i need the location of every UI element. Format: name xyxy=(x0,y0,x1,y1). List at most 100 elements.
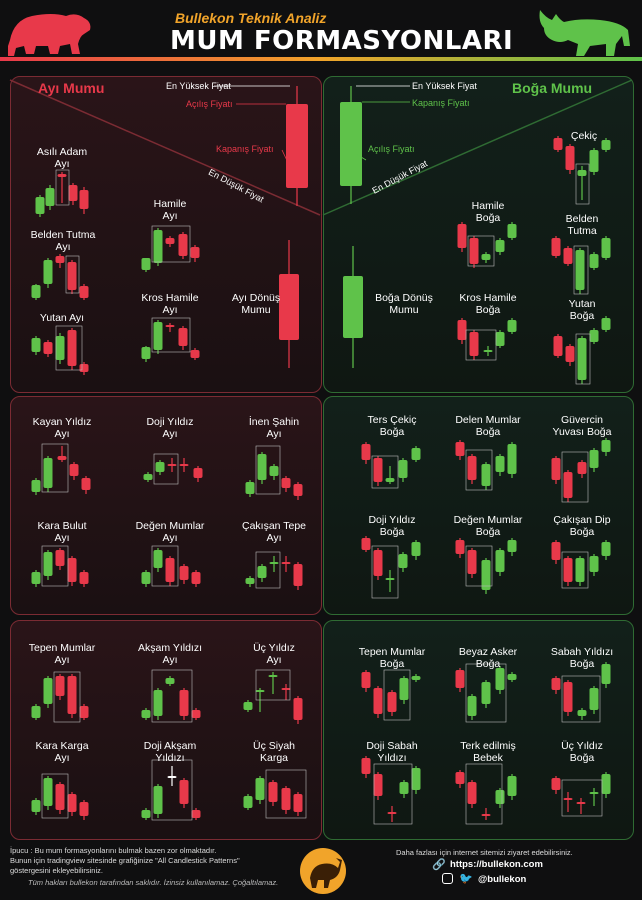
candle-body xyxy=(565,146,575,170)
candle-body xyxy=(457,320,467,340)
candle-body xyxy=(193,468,203,478)
pattern-label: Çakışan Tepe Ayı xyxy=(241,520,306,544)
pattern-label: Üç Yıldız Boğa xyxy=(561,740,603,764)
candle-body xyxy=(141,710,151,718)
candle-body xyxy=(507,224,517,238)
candle-body xyxy=(483,350,493,352)
bull-high-label: En Yüksek Fiyat xyxy=(412,81,477,91)
candle-body xyxy=(279,274,299,340)
candle-body xyxy=(31,572,41,584)
candle-body xyxy=(31,800,41,812)
candle-body xyxy=(601,318,611,330)
candle-body xyxy=(190,350,200,358)
candle-body xyxy=(601,238,611,258)
candle-body xyxy=(43,458,53,488)
candle-body xyxy=(35,197,45,214)
candle-body xyxy=(589,150,599,172)
pattern-label: Değen Mumlar Ayı xyxy=(135,520,205,544)
candle-body xyxy=(399,678,409,700)
candle-body xyxy=(495,332,505,346)
pattern-label: Terk edilmiş Bebek xyxy=(460,740,516,764)
link-icon: 🔗 xyxy=(432,859,446,871)
bear-silhouette-icon xyxy=(8,14,91,56)
candle-body xyxy=(79,286,89,298)
candle-body xyxy=(79,572,89,584)
candle-body xyxy=(361,758,371,774)
candle-body xyxy=(191,810,201,818)
pattern-box xyxy=(255,669,291,701)
candle-body xyxy=(179,780,189,804)
bull-close-label: Kapanış Fiyatı xyxy=(412,98,470,108)
pattern-label: Tepen Mumlar Ayı xyxy=(28,642,96,666)
candle-body xyxy=(455,442,465,456)
candle-body xyxy=(167,464,177,466)
candle-body xyxy=(553,138,563,150)
pattern-label: Hamile Ayı xyxy=(153,198,187,222)
candle-body xyxy=(243,796,253,808)
candle-body xyxy=(411,448,421,460)
pattern-label: İnen Şahin Ayı xyxy=(248,416,300,440)
pattern-box xyxy=(465,449,493,491)
candle-body xyxy=(67,262,77,290)
candle-body xyxy=(178,328,188,346)
pattern-box xyxy=(151,669,193,723)
candle-body xyxy=(601,664,611,684)
guide-line xyxy=(281,149,301,189)
candle-body xyxy=(153,230,163,263)
brand-name: Bullekon Teknik Analiz xyxy=(175,10,327,26)
pattern-box xyxy=(465,329,497,361)
candle-body xyxy=(286,104,308,188)
candle-body xyxy=(589,254,599,268)
pattern-box xyxy=(41,545,69,587)
bear-open-label: Açılış Fiyatı xyxy=(186,99,233,109)
candle-body xyxy=(179,690,189,716)
twitter-icon[interactable]: 🐦 xyxy=(459,873,473,885)
candle-body xyxy=(455,772,465,784)
candle-body xyxy=(68,185,78,201)
candle-body xyxy=(507,540,517,552)
website-link[interactable]: https://bullekon.com xyxy=(450,859,543,870)
instagram-icon[interactable] xyxy=(442,873,453,884)
candle-body xyxy=(565,346,575,362)
candle-body xyxy=(255,778,265,800)
candle-body xyxy=(79,190,89,209)
pattern-label: Doji Sabah Yıldızı xyxy=(366,740,418,764)
guide-line xyxy=(355,153,367,161)
bull-silhouette-icon xyxy=(539,10,630,56)
candle-body xyxy=(281,788,291,810)
candle-body xyxy=(43,342,53,354)
candle-body xyxy=(361,538,371,550)
pattern-box xyxy=(151,225,191,263)
pattern-label: Tepen Mumlar Boğa xyxy=(358,646,426,670)
pattern-label: Ters Çekiç Boğa xyxy=(367,414,417,438)
candle-body xyxy=(495,456,505,472)
candle-body xyxy=(399,782,409,794)
social-handle[interactable]: @bullekon xyxy=(478,874,527,885)
pattern-label: Yutan Ayı xyxy=(39,312,85,324)
candle-body xyxy=(467,456,477,480)
candle-body xyxy=(495,668,505,690)
candle-body xyxy=(141,347,151,359)
pattern-box xyxy=(55,325,83,371)
candle-body xyxy=(178,234,188,256)
candle-body xyxy=(551,542,561,560)
pattern-label: Üç Yıldız Ayı xyxy=(253,642,295,666)
candle-body xyxy=(481,682,491,704)
candle-body xyxy=(79,802,89,816)
bull-open-label: Açılış Fiyatı xyxy=(368,144,415,154)
candle-body xyxy=(467,696,477,716)
pattern-label: Kara Karga Ayı xyxy=(35,740,89,764)
candle-body xyxy=(373,550,383,576)
candle-body xyxy=(563,682,573,712)
candle-body xyxy=(553,336,563,356)
candle-body xyxy=(551,238,561,256)
candle-body xyxy=(373,688,383,714)
candle-body xyxy=(576,802,586,804)
pattern-box xyxy=(561,451,589,503)
candle-body xyxy=(31,338,41,352)
candle-body xyxy=(507,320,517,332)
pattern-label: Asılı Adam Ayı xyxy=(36,146,88,170)
candle-body xyxy=(257,454,267,480)
candle-body xyxy=(551,778,561,790)
candle-body xyxy=(577,462,587,474)
